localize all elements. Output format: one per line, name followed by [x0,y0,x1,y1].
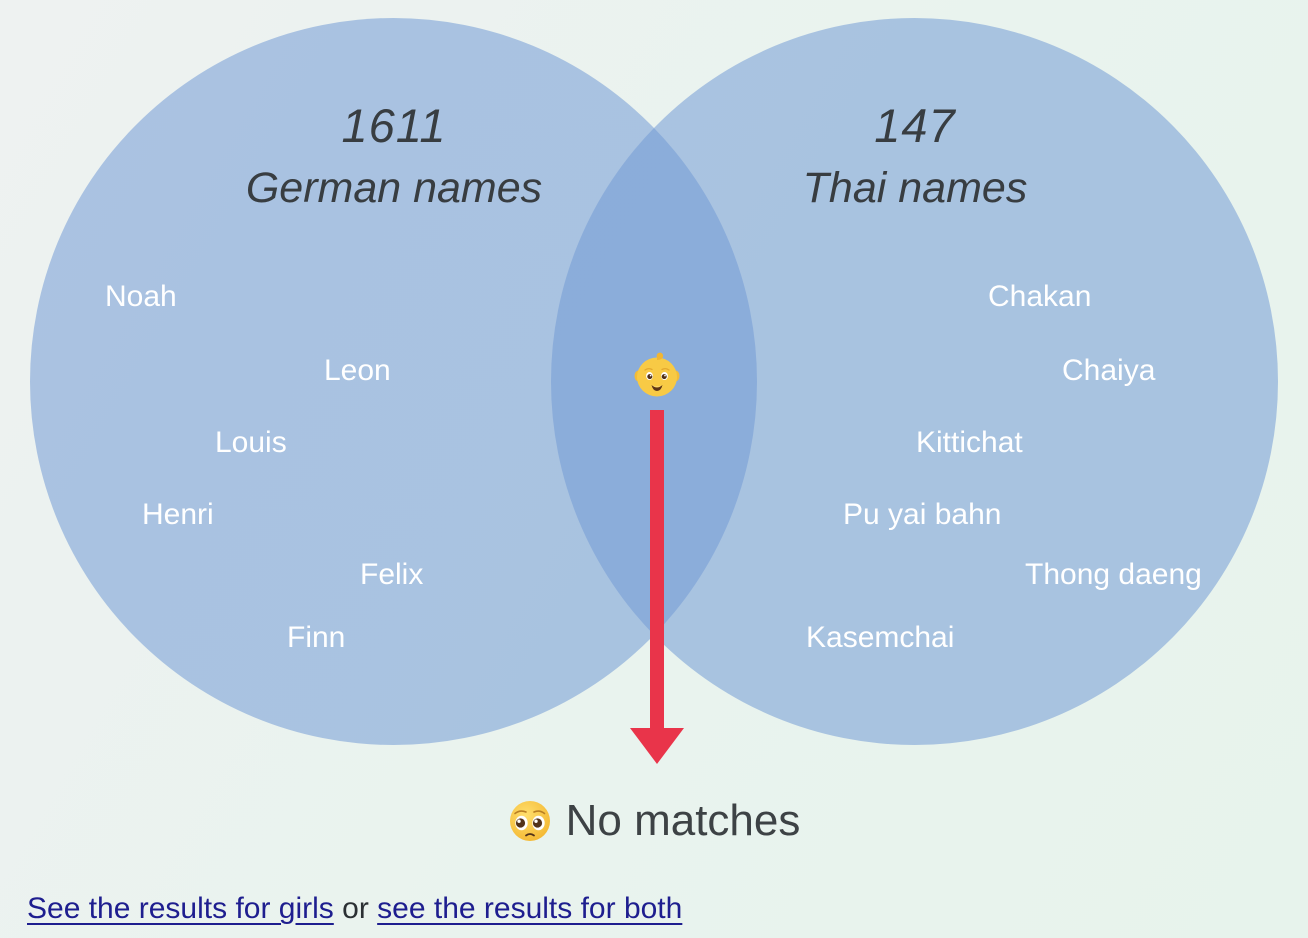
thai-name: Thong daeng [1025,558,1202,591]
german-name: Henri [142,498,214,531]
link-separator-text: or [333,892,378,925]
results-for-girls-link[interactable]: See the results for girls [27,892,334,925]
thai-name: Kittichat [916,426,1023,459]
german-name: Felix [360,558,424,591]
german-name: Louis [215,426,287,459]
thai-name: Kasemchai [806,621,955,654]
baby-emoji-graphic [634,352,680,397]
thai-name: Pu yai bahn [843,498,1002,531]
pleading-face-emoji [508,799,552,843]
german-name: Finn [287,621,346,654]
german-name: Noah [105,280,177,313]
footer-links: See the results for girls or see the res… [27,892,682,926]
result-row: No matches [0,796,1308,846]
thai-name: Chaiya [1062,354,1156,387]
german-circle-title: 1611 German names [174,96,614,220]
baby-emoji [633,351,681,399]
german-names-count: 1611 [341,99,447,152]
german-name: Leon [324,354,391,387]
no-matches-text: No matches [565,796,801,845]
down-arrow [629,408,685,766]
pleading-face-graphic [509,801,550,841]
german-names-label: German names [245,164,543,212]
down-arrow-graphic [630,410,684,764]
thai-name: Chakan [988,280,1092,313]
thai-circle-title: 147 Thai names [695,96,1135,220]
thai-names-label: Thai names [802,164,1028,212]
results-for-both-link[interactable]: see the results for both [377,892,683,925]
thai-names-count: 147 [874,99,956,152]
